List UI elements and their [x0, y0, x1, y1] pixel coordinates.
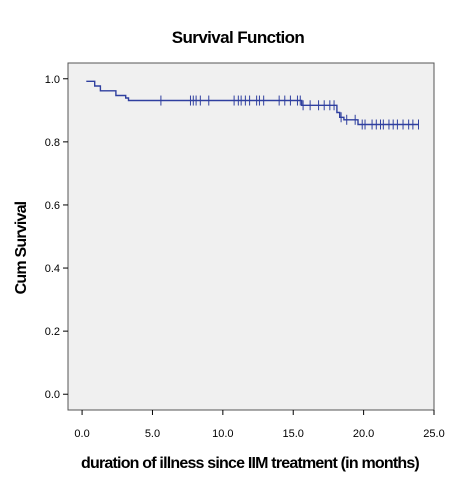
series-layer	[86, 80, 420, 130]
x-tick-label: 15.0	[283, 428, 304, 440]
x-tick-label: 0.0	[74, 428, 89, 440]
y-tick-label: 0.0	[45, 389, 60, 401]
chart-title: Survival Function	[172, 28, 305, 47]
survival-step-line	[86, 80, 419, 126]
y-tick-label: 0.6	[45, 200, 60, 212]
y-axis: 0.0 0.2 0.4 0.6 0.8 1.0	[45, 74, 68, 401]
plot-area	[67, 62, 435, 411]
x-axis: 0.0 5.0 10.0 15.0 20.0 25.0	[74, 410, 445, 440]
y-axis-label: Cum Survival	[13, 201, 30, 294]
x-tick-label: 25.0	[423, 428, 444, 440]
x-axis-label: duration of illness since IIM treatment …	[81, 455, 419, 472]
x-tick-label: 5.0	[145, 428, 160, 440]
y-tick-label: 0.2	[45, 326, 60, 338]
y-tick-label: 0.4	[45, 263, 60, 275]
x-tick-label: 20.0	[353, 428, 374, 440]
y-tick-label: 0.8	[45, 137, 60, 149]
y-tick-label: 1.0	[45, 74, 60, 86]
x-tick-label: 10.0	[212, 428, 233, 440]
